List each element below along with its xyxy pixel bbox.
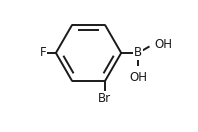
Text: OH: OH [129, 71, 147, 84]
Text: OH: OH [154, 38, 172, 51]
Text: B: B [134, 46, 142, 59]
Text: F: F [40, 46, 46, 59]
Text: Br: Br [98, 92, 111, 105]
